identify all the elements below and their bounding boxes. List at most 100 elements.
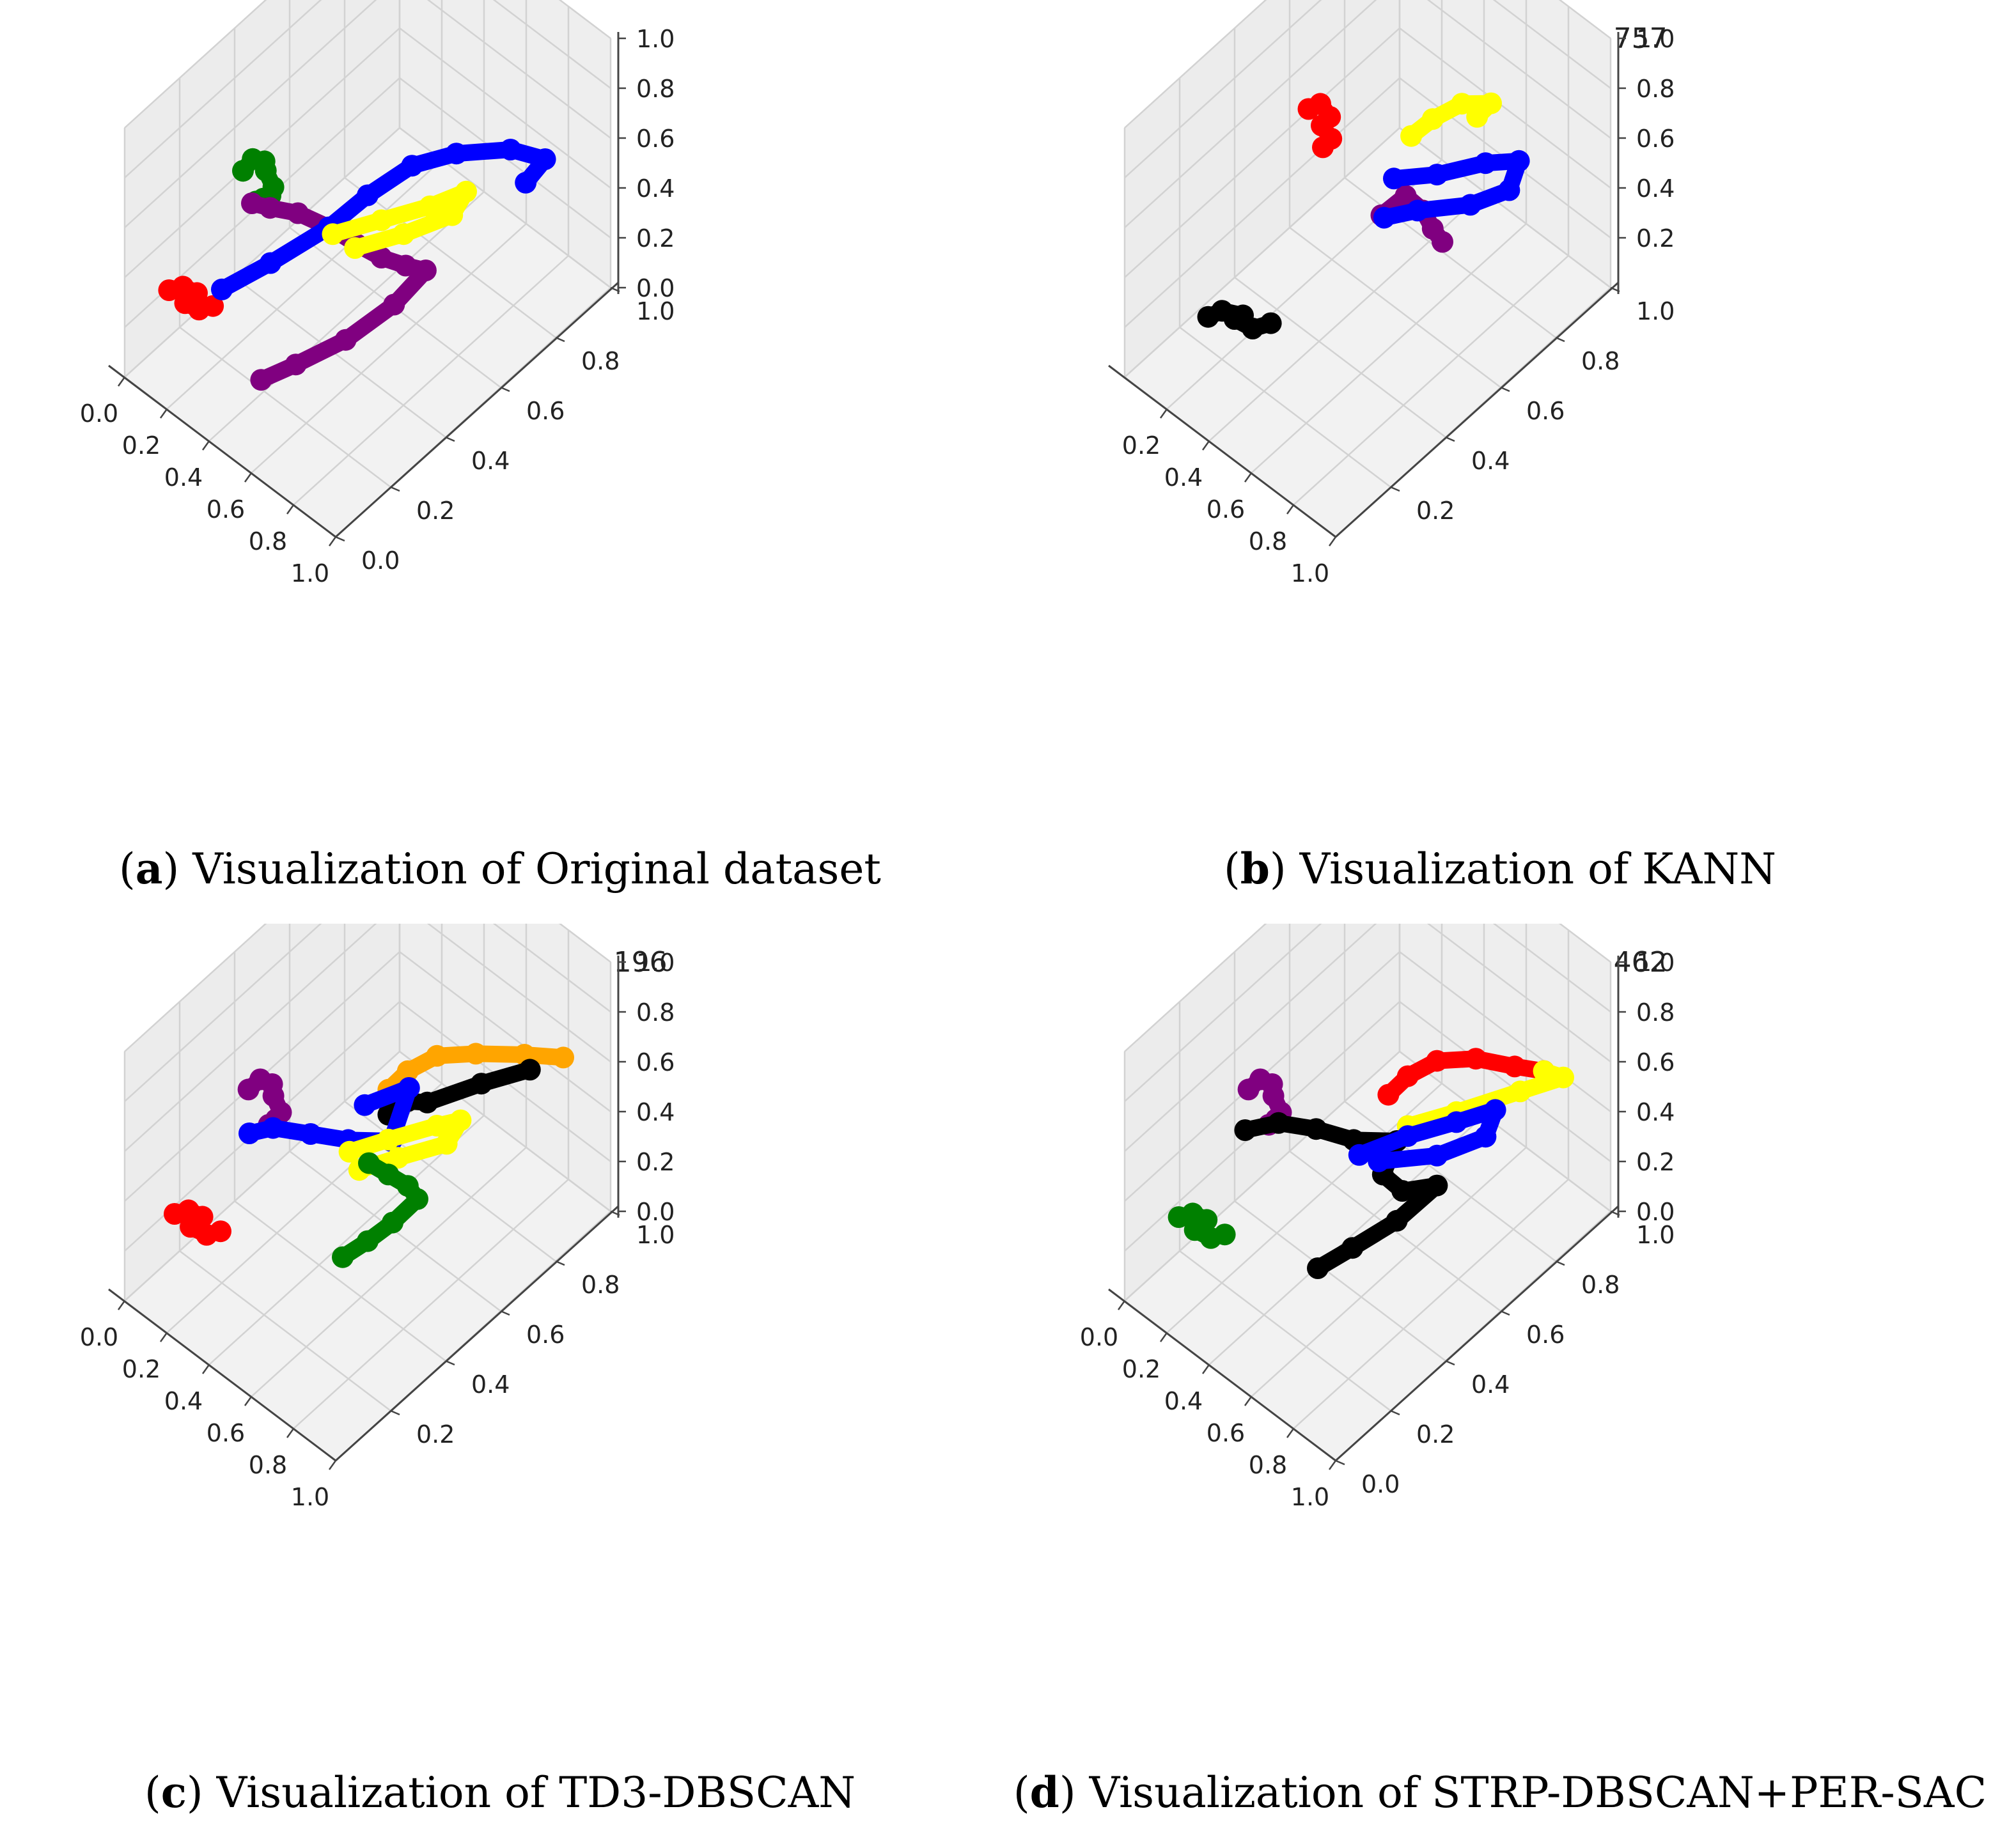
tick-label: 0.8 [581,1271,620,1299]
data-point [534,148,556,170]
tick-label: 0.8 [581,347,620,375]
data-point [1262,1085,1285,1107]
tick-label: 0.8 [636,75,675,103]
tick-label: 1.0 [636,25,675,53]
data-point [1466,105,1488,128]
caption-c: (c) Visualization of TD3-DBSCAN [144,1767,856,1817]
data-point [259,197,281,219]
gridline [426,924,611,1062]
tick-label: 0.4 [1636,175,1675,203]
gridline [208,1115,485,1365]
data-point [211,278,233,300]
gridline [1558,924,1611,963]
data-point [1396,1125,1419,1147]
caption-a: (a) Visualization of Original dataset [119,844,881,894]
y-tick [1335,1459,1345,1466]
data-point [1445,1111,1467,1133]
data-point [1223,308,1246,330]
gridline [1179,1250,1391,1411]
y-tick [610,1210,620,1216]
tick-label: 0.4 [164,463,203,492]
y-tick [555,336,565,343]
data-point [1312,136,1334,159]
tick-label: 0.2 [1416,1420,1455,1448]
gridline [1492,924,1611,1013]
gridline [399,27,611,189]
caption-a-letter: a [135,844,163,894]
axes3d: eps: 0.148, minPts: 7570.20.40.60.81.00.… [1108,0,1675,587]
tick-label: 0.6 [1207,495,1245,524]
gridline [293,1179,569,1429]
series [1373,150,1530,229]
data-point [515,171,537,194]
y-tick [1390,486,1400,492]
data-point [1484,1099,1506,1121]
gridline [1234,1200,1446,1362]
x-tick [201,440,210,451]
tick-label: 0.6 [1526,1321,1565,1349]
gridline [124,924,267,1052]
axes3d: 0.00.20.40.60.81.0 0.00.20.40.60.81.00.00… [80,0,675,587]
data-point [1474,1126,1497,1148]
data-point [387,1147,409,1169]
tick-label: 0.8 [1636,75,1675,103]
y-axis-line [1334,281,1620,538]
data-point [254,159,277,182]
tick-label: 0.8 [1581,1271,1620,1299]
gridline [1124,27,1400,278]
series [377,1043,574,1101]
x-tick [201,1364,210,1374]
y-tick [445,436,455,442]
tick-label: 0.4 [471,1370,510,1399]
data-point [357,184,379,206]
series [238,1077,420,1152]
x-tick [159,408,168,419]
data-point [285,353,307,376]
data-point [1395,185,1417,207]
caption-b: (b) Visualization of KANN [1223,844,1777,894]
tick-label: 0.2 [416,1420,455,1448]
y-tick [1610,1210,1620,1216]
x-axis-line [108,1288,336,1462]
data-point [1421,108,1444,130]
gridline [1293,255,1569,506]
data-point [322,223,344,245]
gridline [1289,227,1501,388]
series [1197,300,1282,339]
gridline [1124,0,1377,228]
data-point [1214,1223,1236,1246]
y-tick [1555,336,1565,343]
y-tick [1390,1409,1400,1416]
x-tick [1159,408,1168,419]
data-point [470,1073,492,1095]
gridline [251,223,527,474]
gridline [179,1250,391,1411]
tick-label: 0.6 [207,1419,245,1447]
data-point [396,1060,419,1082]
tick-label: 0.2 [636,224,675,252]
gridline [492,0,611,89]
data-point [1386,1209,1408,1232]
gridline [1124,924,1267,1052]
tick-label: 0.8 [249,527,287,555]
tick-label: 1.0 [636,1221,675,1249]
y-tick [1445,1360,1455,1366]
tick-label: 0.4 [1471,447,1510,475]
data-point [299,1123,322,1145]
y-tick [1610,286,1620,293]
data-point [1368,1150,1390,1172]
data-point [435,1133,458,1155]
tick-label: 0.8 [636,998,675,1027]
tick-label: 1.0 [1636,949,1675,977]
gridline [1124,0,1267,128]
data-point [180,1216,202,1238]
caption-c-letter: c [160,1767,187,1817]
data-point [262,1085,285,1107]
data-point [1509,1080,1531,1103]
gridline [1399,951,1611,1112]
x-tick [286,1428,295,1438]
data-point [260,252,281,274]
data-point [449,1109,472,1131]
tick-label: 0.4 [1164,1387,1203,1415]
tick-label: 1.0 [636,949,675,977]
